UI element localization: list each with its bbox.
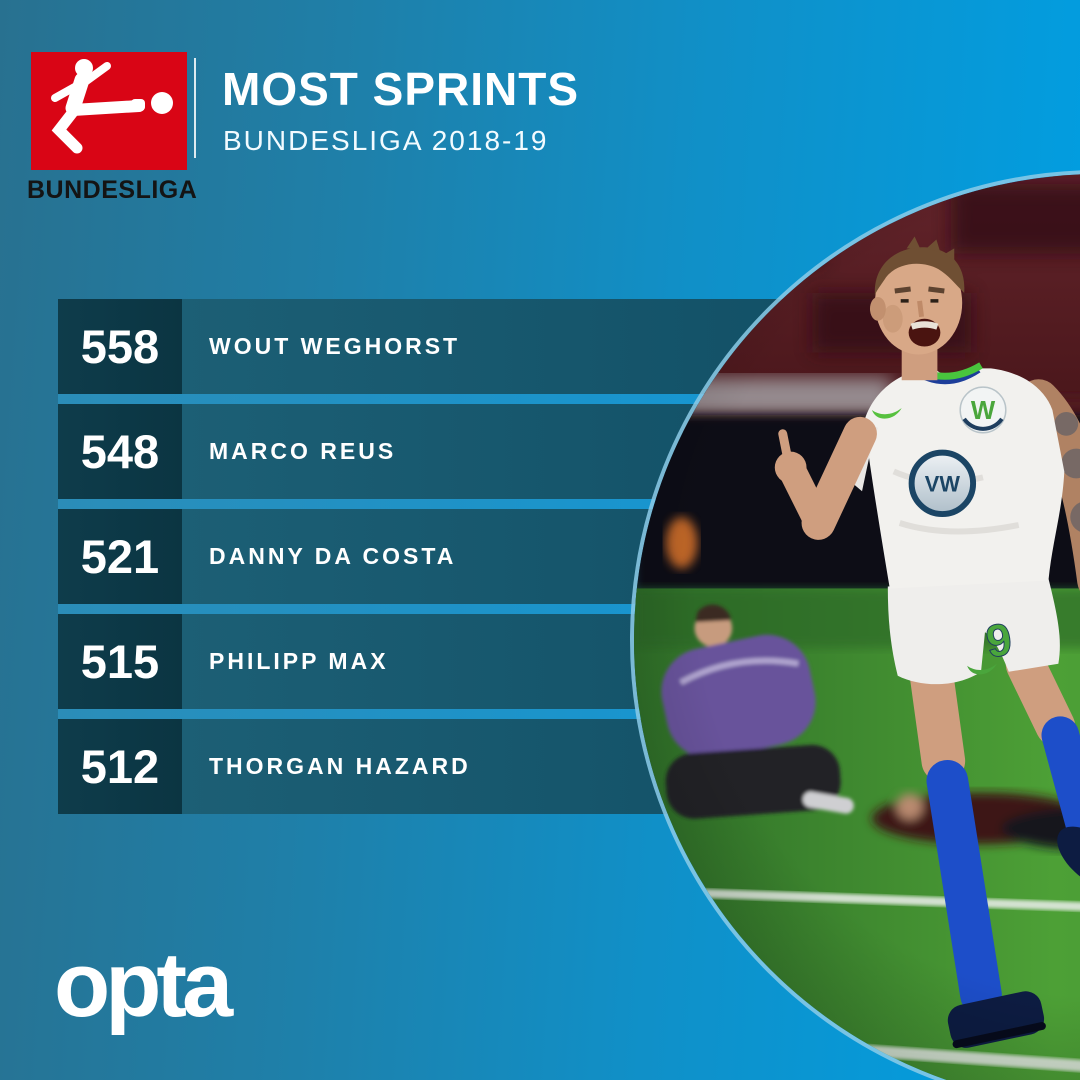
page-subtitle: BUNDESLIGA 2018-19 (223, 125, 549, 156)
sprint-count: 521 (58, 509, 182, 604)
header-divider (194, 58, 196, 158)
player-photo-scene: 9 W (634, 174, 1080, 1080)
bundesliga-wordmark: BUNDESLIGA (27, 176, 198, 204)
sprint-count: 512 (58, 719, 182, 814)
player-photo: 9 W (630, 170, 1080, 1080)
sprint-count: 558 (58, 299, 182, 394)
bundesliga-logo (31, 52, 187, 170)
sprint-count: 515 (58, 614, 182, 709)
bundesliga-player-icon (51, 59, 173, 154)
page-title: MOST SPRINTS (222, 63, 580, 115)
sprint-count: 548 (58, 404, 182, 499)
opta-logo: opta (54, 934, 233, 1036)
